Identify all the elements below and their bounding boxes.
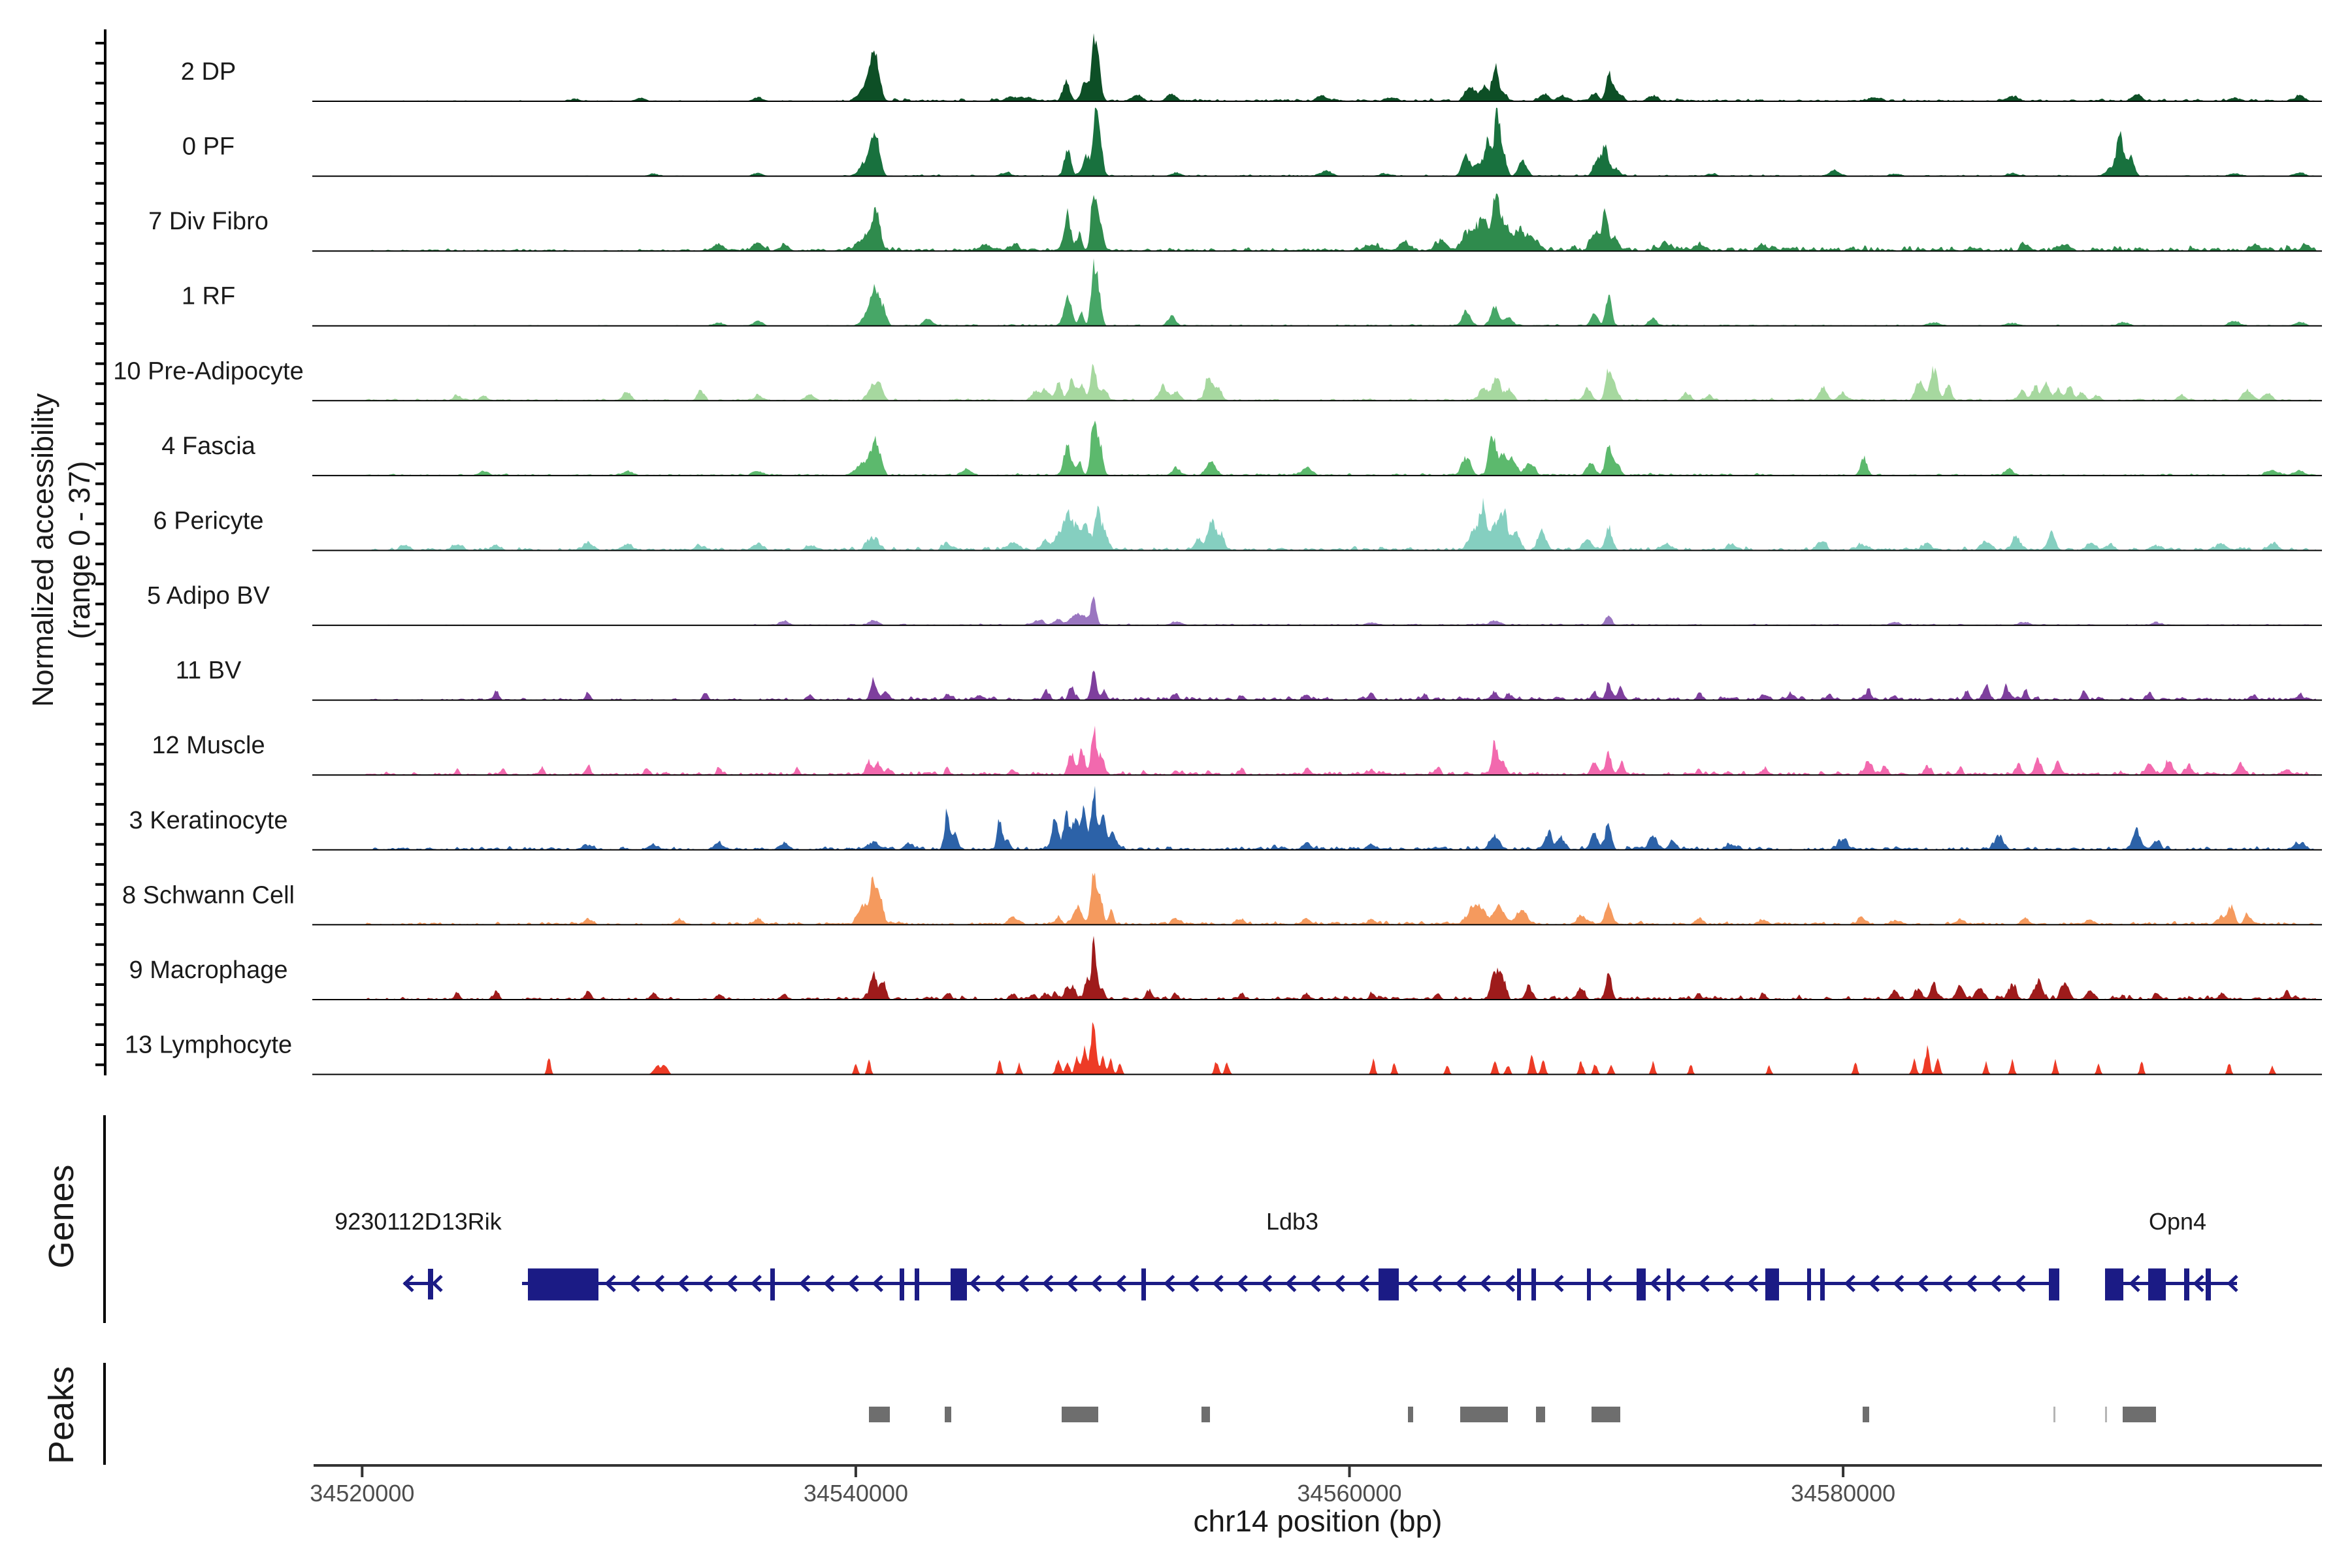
svg-text:5 Adipo BV: 5 Adipo BV [147, 582, 270, 610]
svg-text:Peaks: Peaks [42, 1366, 81, 1464]
svg-text:12 Muscle: 12 Muscle [152, 732, 265, 759]
svg-text:(range 0 - 37): (range 0 - 37) [63, 461, 96, 640]
svg-text:Genes: Genes [42, 1164, 81, 1268]
svg-text:4 Fascia: 4 Fascia [161, 433, 255, 460]
svg-text:Normalized accessibility: Normalized accessibility [26, 393, 59, 707]
svg-text:7 Div Fibro: 7 Div Fibro [148, 208, 269, 235]
svg-text:1 RF: 1 RF [182, 283, 235, 310]
svg-text:Opn4: Opn4 [2149, 1208, 2206, 1235]
svg-text:34560000: 34560000 [1297, 1480, 1401, 1507]
svg-text:9230112D13Rik: 9230112D13Rik [335, 1208, 502, 1235]
svg-text:34540000: 34540000 [804, 1480, 908, 1507]
svg-text:34580000: 34580000 [1791, 1480, 1895, 1507]
svg-text:8 Schwann Cell: 8 Schwann Cell [122, 881, 295, 909]
svg-text:0 PF: 0 PF [182, 133, 235, 161]
svg-text:11 BV: 11 BV [176, 657, 242, 685]
svg-text:6 Pericyte: 6 Pericyte [154, 508, 264, 535]
svg-text:9 Macrophage: 9 Macrophage [129, 956, 288, 984]
svg-text:10 Pre-Adipocyte: 10 Pre-Adipocyte [113, 357, 304, 385]
svg-text:3 Keratinocyte: 3 Keratinocyte [129, 807, 288, 834]
svg-text:13 Lymphocyte: 13 Lymphocyte [125, 1032, 292, 1059]
svg-text:2 DP: 2 DP [181, 58, 236, 86]
svg-text:chr14 position (bp): chr14 position (bp) [1194, 1504, 1443, 1538]
svg-text:34520000: 34520000 [310, 1480, 414, 1507]
svg-text:Ldb3: Ldb3 [1266, 1208, 1318, 1235]
